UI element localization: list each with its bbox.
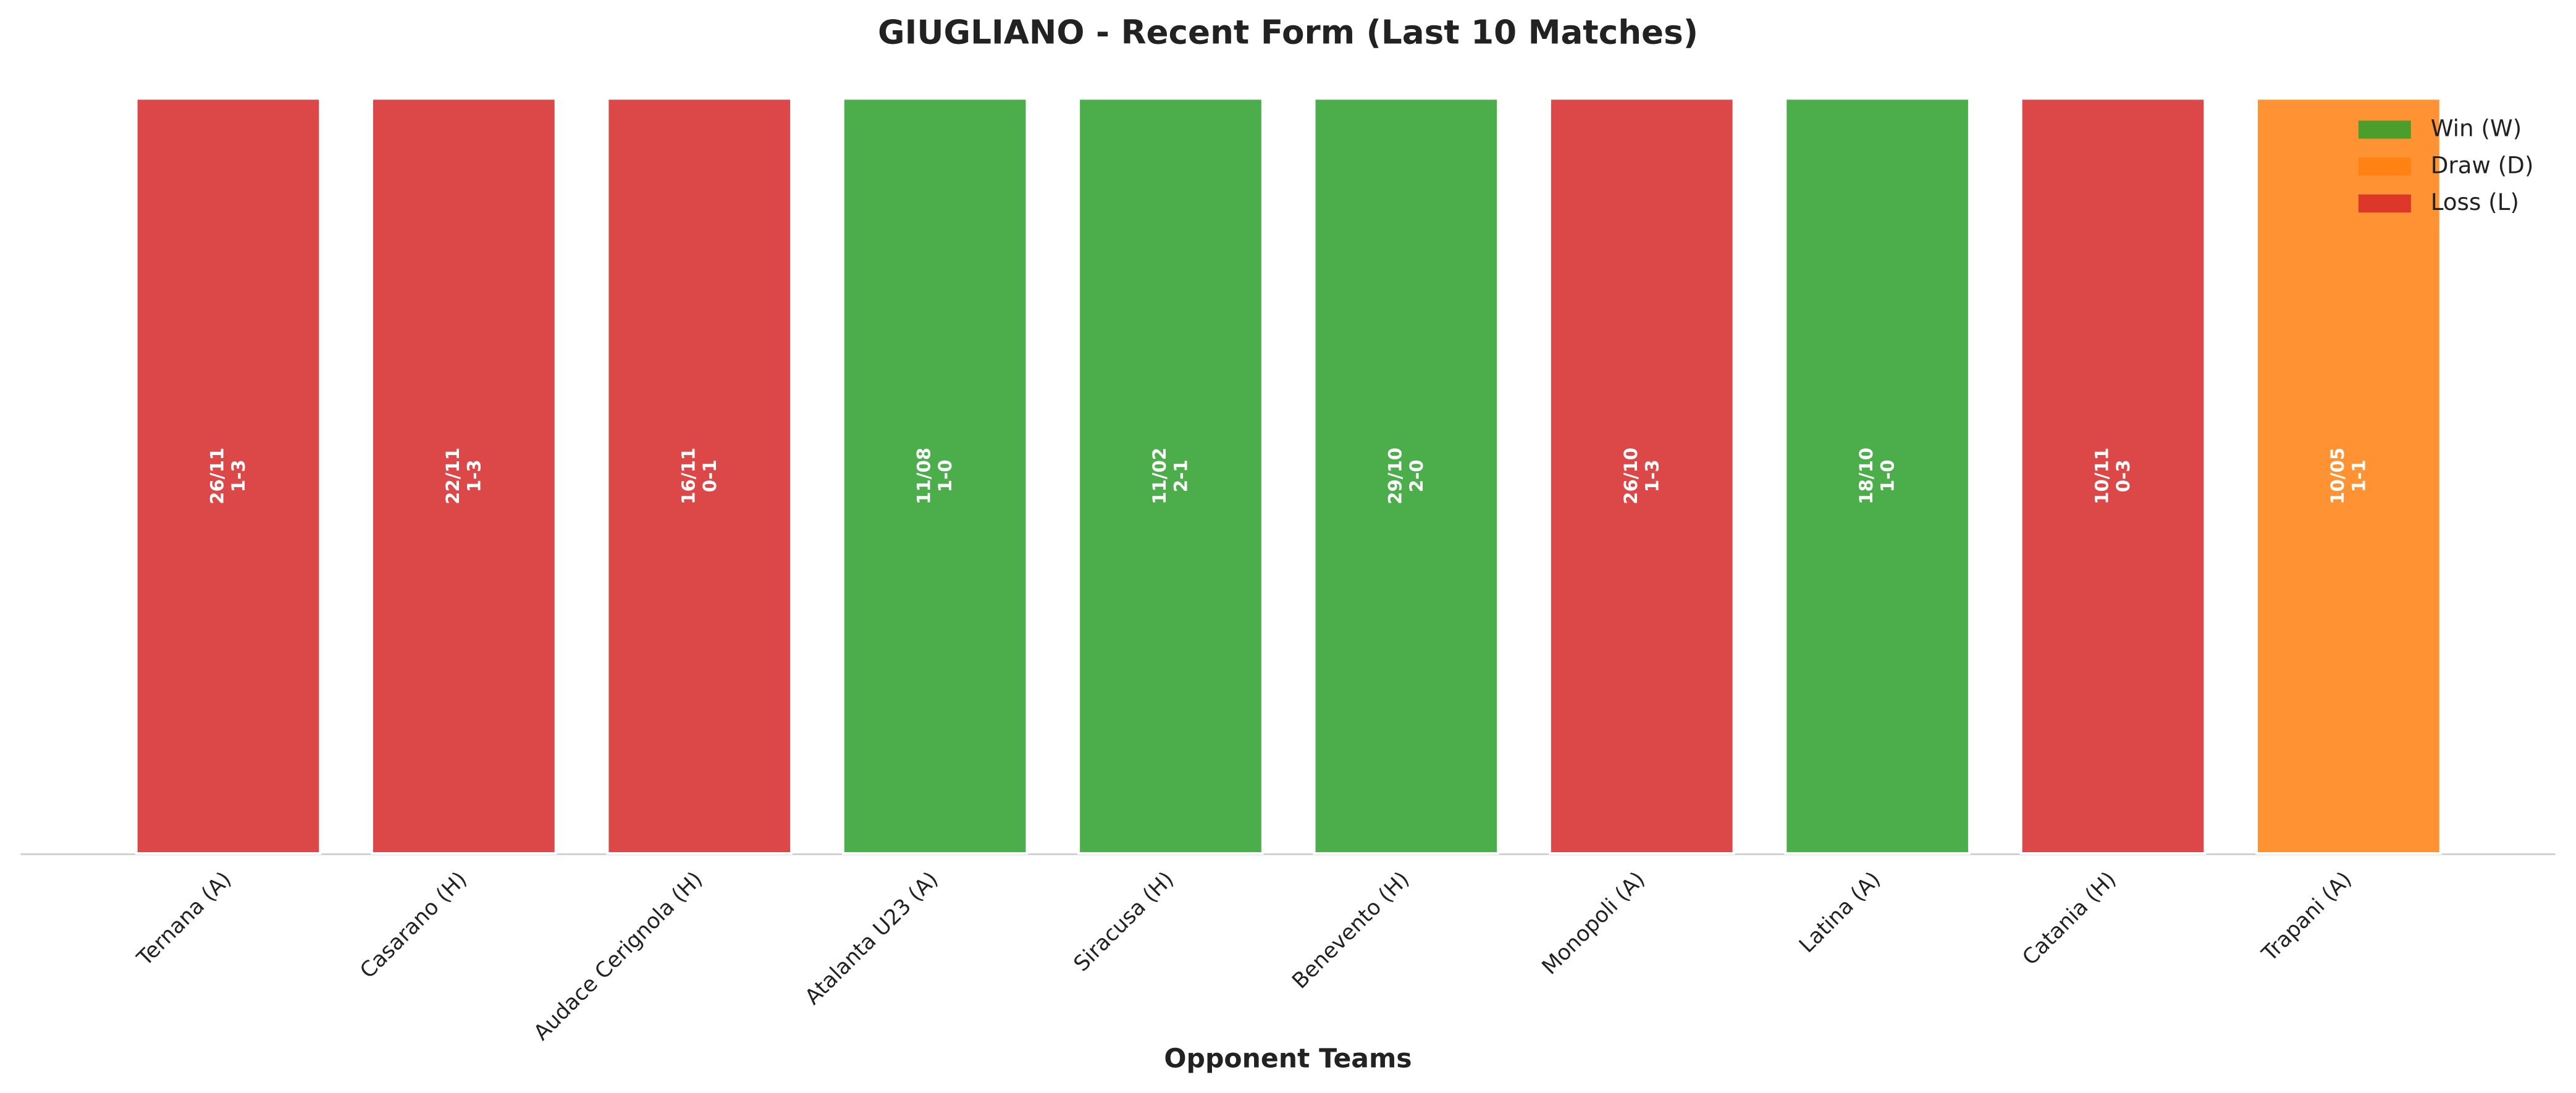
bar: [606, 97, 793, 855]
bar-label: 11/08: [914, 448, 935, 505]
bar-label: 10/11: [2092, 448, 2113, 505]
bar-label: 26/11: [207, 448, 228, 505]
bar: [2019, 97, 2207, 855]
bar-label: 18/10: [1856, 448, 1877, 505]
legend-label: Loss (L): [2431, 188, 2519, 216]
x-tick-label: Atalanta U23 (A): [801, 867, 943, 1010]
bar-label: 16/11: [678, 448, 699, 505]
bar-label: 2-0: [1406, 459, 1427, 492]
bar-label: 10/05: [2327, 448, 2348, 505]
bar-label: 0-3: [2113, 459, 2134, 492]
bar-label: 1-3: [228, 459, 249, 492]
x-tick-label: Trapani (A): [2257, 867, 2357, 967]
bar: [371, 97, 557, 855]
x-tick-label: Casarano (H): [355, 867, 472, 984]
bar-label: 2-1: [1171, 459, 1192, 492]
bar-label: 22/11: [442, 448, 463, 505]
legend-swatch: [2358, 157, 2411, 176]
bar-label: 1-3: [1641, 459, 1662, 492]
bar-label: 11/02: [1149, 448, 1170, 505]
bar: [2255, 97, 2442, 855]
x-tick-label: Audace Cerignola (H): [529, 867, 707, 1045]
x-tick-label: Monopoli (A): [1538, 867, 1650, 979]
bar: [1784, 97, 1971, 855]
bar-label: 1-0: [1877, 459, 1898, 492]
legend-label: Win (W): [2431, 114, 2522, 141]
x-tick-label: Latina (A): [1795, 867, 1885, 958]
bar: [1077, 97, 1264, 855]
x-tick-label: Catania (H): [2018, 867, 2121, 970]
legend-swatch: [2358, 120, 2411, 139]
bar-label: 26/10: [1620, 448, 1641, 505]
legend-swatch: [2358, 194, 2411, 213]
x-tick-label: Siracusa (H): [1069, 867, 1179, 976]
bar-label: 1-1: [2348, 459, 2369, 492]
legend-label: Draw (D): [2431, 151, 2534, 178]
bar-label: 1-0: [935, 459, 956, 492]
chart-title: GIUGLIANO - Recent Form (Last 10 Matches…: [878, 13, 1698, 51]
x-tick-label: Ternana (A): [132, 867, 237, 971]
x-tick-label: Benevento (H): [1287, 867, 1414, 994]
bar-label: 29/10: [1384, 448, 1405, 505]
bar: [1313, 97, 1500, 855]
bar: [841, 97, 1029, 855]
bar-label: 1-3: [463, 459, 484, 492]
x-axis-label: Opponent Teams: [1164, 1044, 1412, 1074]
bar-label: 0-1: [699, 459, 720, 492]
bar: [135, 97, 322, 855]
bar: [1548, 97, 1735, 855]
